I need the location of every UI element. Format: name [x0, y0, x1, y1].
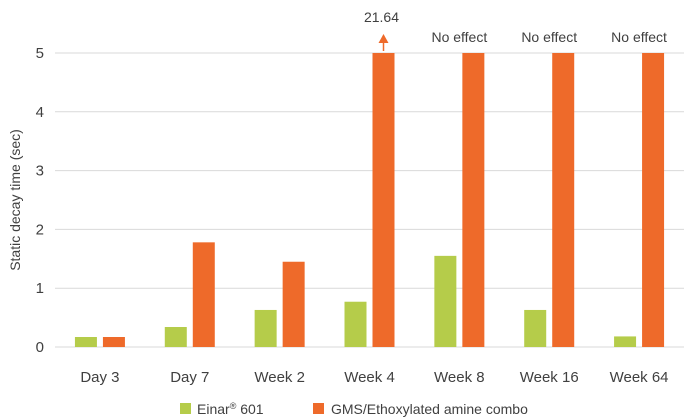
legend-swatch-einar [180, 403, 191, 414]
y-tick-label: 0 [36, 339, 44, 356]
legend-label-gms: GMS/Ethoxylated amine combo [331, 401, 528, 417]
y-tick-label: 1 [36, 280, 44, 297]
bar-gms-day-7 [192, 242, 215, 347]
y-axis-ticks: 0 1 2 3 4 5 [36, 45, 44, 356]
y-tick-label: 3 [36, 163, 44, 180]
overflow-arrow-head [378, 34, 389, 43]
legend-swatch-gms [313, 403, 324, 414]
x-tick-label: Week 64 [610, 369, 669, 386]
x-tick-label: Week 16 [520, 369, 579, 386]
bar-einar-week-2 [254, 309, 277, 347]
bar-einar-week-4 [344, 301, 367, 347]
legend-label-einar-sup: ® [230, 401, 237, 411]
bar-einar-day-7 [164, 327, 187, 347]
x-tick-label: Week 2 [254, 369, 305, 386]
legend: Einar® 601 GMS/Ethoxylated amine combo [180, 401, 528, 417]
x-tick-label: Week 8 [434, 369, 485, 386]
legend-label-einar-rest: 601 [236, 401, 263, 417]
legend-label-einar: Einar® 601 [197, 401, 264, 417]
x-tick-label: Day 7 [170, 369, 209, 386]
bar-annotations: 21.64 No effect No effect No effect [364, 9, 667, 51]
bar-einar-week-16 [524, 309, 547, 347]
bar-note-label: No effect [431, 29, 487, 45]
bar-gms-week-4 [372, 53, 395, 347]
bar-gms-week-8 [462, 53, 485, 347]
bar-einar-day-3 [74, 337, 97, 347]
bar-einar-week-64 [614, 336, 637, 347]
bar-value-label: 21.64 [364, 9, 399, 25]
bar-note-label: No effect [611, 29, 667, 45]
bar-einar-week-8 [434, 255, 457, 347]
bar-gms-week-64 [642, 53, 665, 347]
x-tick-label: Week 4 [344, 369, 395, 386]
y-tick-label: 4 [36, 104, 44, 121]
bar-note-label: No effect [521, 29, 577, 45]
bar-gms-day-3 [102, 337, 125, 347]
grid-lines [55, 52, 684, 348]
legend-label-einar-base: Einar [197, 401, 230, 417]
bar-gms-week-16 [552, 53, 575, 347]
y-tick-label: 5 [36, 45, 44, 62]
y-axis-label: Static decay time (sec) [7, 129, 23, 271]
x-axis-ticks: Day 3 Day 7 Week 2 Week 4 Week 8 Week 16 Week … [80, 369, 668, 386]
bars [74, 53, 665, 347]
x-tick-label: Day 3 [80, 369, 119, 386]
y-tick-label: 2 [36, 221, 44, 238]
bar-gms-week-2 [282, 261, 305, 347]
